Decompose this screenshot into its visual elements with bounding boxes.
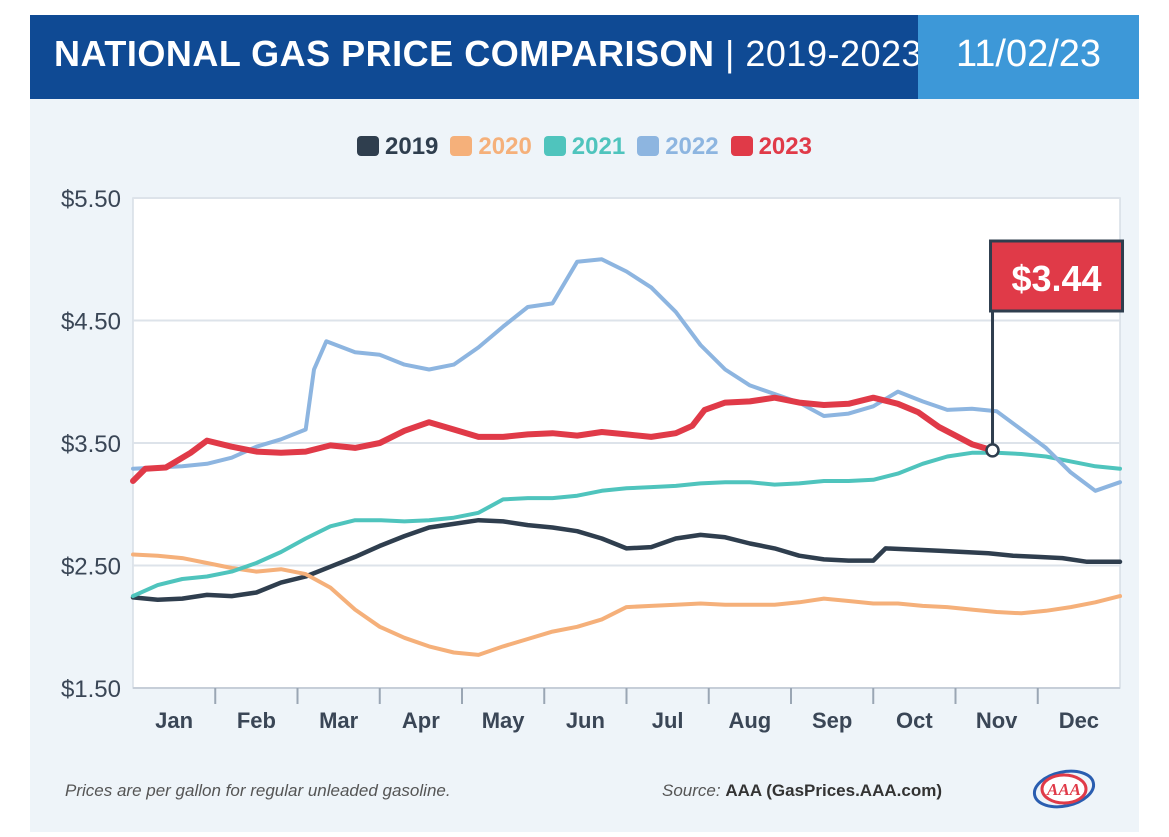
legend-label: 2023 <box>758 133 812 160</box>
header: NATIONAL GAS PRICE COMPARISON | 2019-202… <box>30 15 1139 99</box>
callout-value: $3.44 <box>1011 258 1101 299</box>
svg-text:AAA: AAA <box>1046 780 1081 799</box>
source-label: Source: <box>662 781 721 800</box>
callout-box <box>989 239 1125 313</box>
x-tick-label: Oct <box>896 708 933 733</box>
x-tick-label: Jan <box>155 708 193 733</box>
x-tick-label: Sep <box>812 708 852 733</box>
legend-item-2022: 2022 <box>637 133 719 161</box>
source-line: Source: AAA (GasPrices.AAA.com) <box>662 781 942 801</box>
legend-label: 2019 <box>385 133 439 160</box>
x-tick-label: Nov <box>976 708 1018 733</box>
legend-label: 2020 <box>478 133 532 160</box>
y-tick-label: $4.50 <box>61 309 121 336</box>
legend-label: 2022 <box>665 133 719 160</box>
source-value: AAA (GasPrices.AAA.com) <box>725 781 942 800</box>
legend-swatch <box>357 136 380 156</box>
x-tick-label: Apr <box>402 708 440 733</box>
legend-item-2020: 2020 <box>450 133 532 161</box>
x-tick-label: Mar <box>319 708 359 733</box>
line-chart: $5.50 $4.50 $3.50 $2.50 $1.50 Jan Feb Mar Apr May… <box>61 186 1125 733</box>
series-line-2019 <box>130 517 1123 603</box>
page-title: NATIONAL GAS PRICE COMPARISON | 2019-202… <box>54 33 922 75</box>
series-line-2020 <box>131 552 1122 657</box>
x-tick-label: Jul <box>652 708 684 733</box>
y-tick-label: $1.50 <box>61 676 121 703</box>
y-tick-label: $2.50 <box>61 554 121 581</box>
y-tick-label: $3.50 <box>61 431 121 458</box>
date-bar: 11/02/23 <box>918 15 1139 99</box>
legend-swatch <box>450 136 473 156</box>
series-line-2022 <box>131 257 1122 493</box>
x-tick-label: May <box>482 708 526 733</box>
title-main: NATIONAL GAS PRICE COMPARISON <box>54 33 715 74</box>
legend-label: 2021 <box>571 133 626 160</box>
legend-swatch <box>543 136 566 156</box>
chart-card: NATIONAL GAS PRICE COMPARISON | 2019-202… <box>30 15 1139 832</box>
title-years: | 2019-2023 <box>714 33 923 74</box>
series-line-2023 <box>130 394 996 484</box>
series-line-2021 <box>131 450 1122 599</box>
x-tick-label: Jun <box>566 708 605 733</box>
date-label: 11/02/23 <box>955 33 1102 75</box>
x-tick-label: Dec <box>1059 708 1099 733</box>
legend-swatch <box>637 136 660 156</box>
legend-item-2023: 2023 <box>730 133 812 161</box>
chart-legend: 2019 2020 2021 2022 2023 <box>30 133 1139 161</box>
title-bar: NATIONAL GAS PRICE COMPARISON | 2019-202… <box>30 15 922 99</box>
callout-point <box>985 443 1000 458</box>
legend-item-2019: 2019 <box>357 133 438 161</box>
legend-swatch <box>730 136 753 156</box>
aaa-logo-icon: AAA <box>1032 769 1096 809</box>
y-tick-label: $5.50 <box>61 186 121 213</box>
x-tick-label: Feb <box>237 708 276 733</box>
footnote: Prices are per gallon for regular unlead… <box>65 781 451 800</box>
legend-item-2021: 2021 <box>543 133 626 161</box>
x-tick-label: Aug <box>728 708 771 733</box>
